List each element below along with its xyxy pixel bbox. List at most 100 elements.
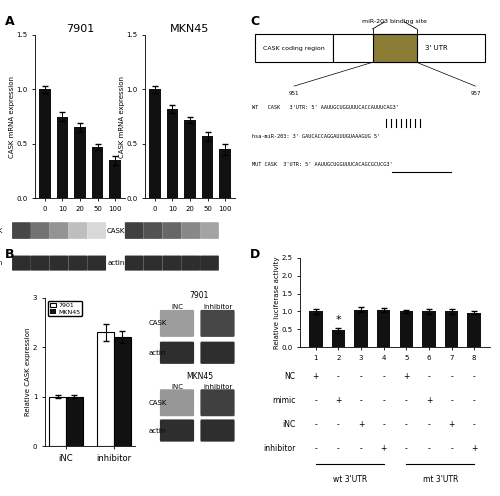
Text: actin: actin (148, 428, 166, 434)
FancyBboxPatch shape (162, 222, 181, 239)
Text: +: + (448, 420, 454, 429)
Text: -: - (450, 444, 453, 453)
FancyBboxPatch shape (144, 222, 163, 239)
Text: -: - (337, 420, 340, 429)
Bar (92, 147, 104, 198)
Text: -: - (382, 420, 385, 429)
Text: +: + (403, 372, 409, 381)
Text: wt 3'UTR: wt 3'UTR (332, 475, 367, 484)
Text: -: - (473, 372, 476, 381)
Bar (422, 311, 436, 347)
Y-axis label: Relative CASK expression: Relative CASK expression (26, 328, 32, 416)
Text: -: - (405, 444, 407, 453)
Text: CASK coding region: CASK coding region (263, 46, 325, 51)
Text: -: - (428, 420, 430, 429)
Text: -: - (382, 372, 385, 381)
Text: -: - (382, 396, 385, 405)
FancyBboxPatch shape (144, 255, 163, 271)
FancyBboxPatch shape (181, 255, 200, 271)
Text: CASK: CASK (106, 228, 125, 234)
Text: -: - (360, 444, 362, 453)
Text: +: + (336, 396, 342, 405)
Text: -: - (314, 420, 317, 429)
Text: +: + (380, 444, 387, 453)
Text: -: - (360, 396, 362, 405)
Text: actin: actin (108, 260, 125, 266)
FancyBboxPatch shape (200, 420, 234, 441)
Text: iNC: iNC (282, 420, 296, 429)
FancyBboxPatch shape (200, 310, 234, 337)
Text: -: - (428, 444, 430, 453)
Bar (184, 120, 196, 198)
FancyBboxPatch shape (88, 222, 106, 239)
Text: -: - (314, 444, 317, 453)
Bar (66, 397, 83, 446)
Bar (166, 109, 178, 198)
Text: inhibitor: inhibitor (203, 384, 232, 390)
FancyBboxPatch shape (12, 222, 31, 239)
Text: -: - (450, 372, 453, 381)
Y-axis label: CASK mRNA expression: CASK mRNA expression (118, 75, 124, 158)
Text: *: * (336, 315, 342, 325)
FancyBboxPatch shape (160, 310, 194, 337)
Bar (202, 136, 213, 198)
Text: CASK: CASK (148, 320, 167, 326)
Bar (110, 160, 121, 198)
Text: -: - (405, 396, 407, 405)
Legend: 7901, MKN45: 7901, MKN45 (48, 301, 82, 316)
Text: -: - (473, 396, 476, 405)
FancyBboxPatch shape (200, 342, 234, 364)
FancyBboxPatch shape (50, 222, 68, 239)
FancyBboxPatch shape (160, 389, 194, 416)
Text: -: - (450, 396, 453, 405)
Text: -: - (428, 372, 430, 381)
Bar (400, 311, 413, 347)
Bar (372, 34, 416, 62)
Title: 7901: 7901 (66, 24, 94, 34)
Text: B: B (5, 248, 15, 261)
FancyBboxPatch shape (125, 255, 144, 271)
FancyBboxPatch shape (68, 222, 87, 239)
Bar (49, 397, 66, 446)
Bar (334, 34, 485, 62)
Text: WT   CASK   3'UTR: 5' AAUUGCUGGUUUCACCAUUUCAG3': WT CASK 3'UTR: 5' AAUUGCUGGUUUCACCAUUUCA… (252, 105, 400, 110)
FancyBboxPatch shape (181, 222, 200, 239)
FancyBboxPatch shape (68, 255, 87, 271)
Text: +: + (358, 420, 364, 429)
Y-axis label: CASK mRNA expression: CASK mRNA expression (8, 75, 14, 158)
Bar (377, 310, 390, 347)
Text: 957: 957 (470, 91, 480, 96)
FancyBboxPatch shape (200, 389, 234, 416)
Bar (468, 312, 481, 347)
Bar (149, 89, 160, 198)
FancyBboxPatch shape (200, 222, 219, 239)
Text: +: + (312, 372, 319, 381)
Bar (445, 311, 458, 347)
Bar (255, 34, 334, 62)
FancyBboxPatch shape (200, 255, 219, 271)
Text: -: - (337, 444, 340, 453)
Title: MKN45: MKN45 (170, 24, 209, 34)
Text: NC: NC (284, 372, 296, 381)
FancyBboxPatch shape (31, 255, 50, 271)
Text: CASK: CASK (0, 228, 2, 234)
Bar (354, 310, 368, 347)
Text: D: D (250, 248, 260, 261)
Text: -: - (360, 372, 362, 381)
Text: actin: actin (0, 260, 2, 266)
Text: -: - (337, 372, 340, 381)
FancyBboxPatch shape (31, 222, 50, 239)
Text: iNC: iNC (171, 304, 183, 310)
Text: +: + (471, 444, 478, 453)
Bar (220, 149, 231, 198)
Text: -: - (405, 420, 407, 429)
Text: miR-203 binding site: miR-203 binding site (362, 19, 427, 24)
Text: 7901: 7901 (190, 291, 209, 300)
Text: inhibitor: inhibitor (203, 304, 232, 310)
Text: MUT CASK  3'UTR: 5' AAUUGCUGGUUUCACAGCGCUCG3': MUT CASK 3'UTR: 5' AAUUGCUGGUUUCACAGCGCU… (252, 162, 393, 167)
FancyBboxPatch shape (125, 222, 144, 239)
Bar (56, 117, 68, 198)
FancyBboxPatch shape (12, 255, 31, 271)
Bar (97, 332, 114, 446)
Text: MKN45: MKN45 (186, 372, 213, 381)
